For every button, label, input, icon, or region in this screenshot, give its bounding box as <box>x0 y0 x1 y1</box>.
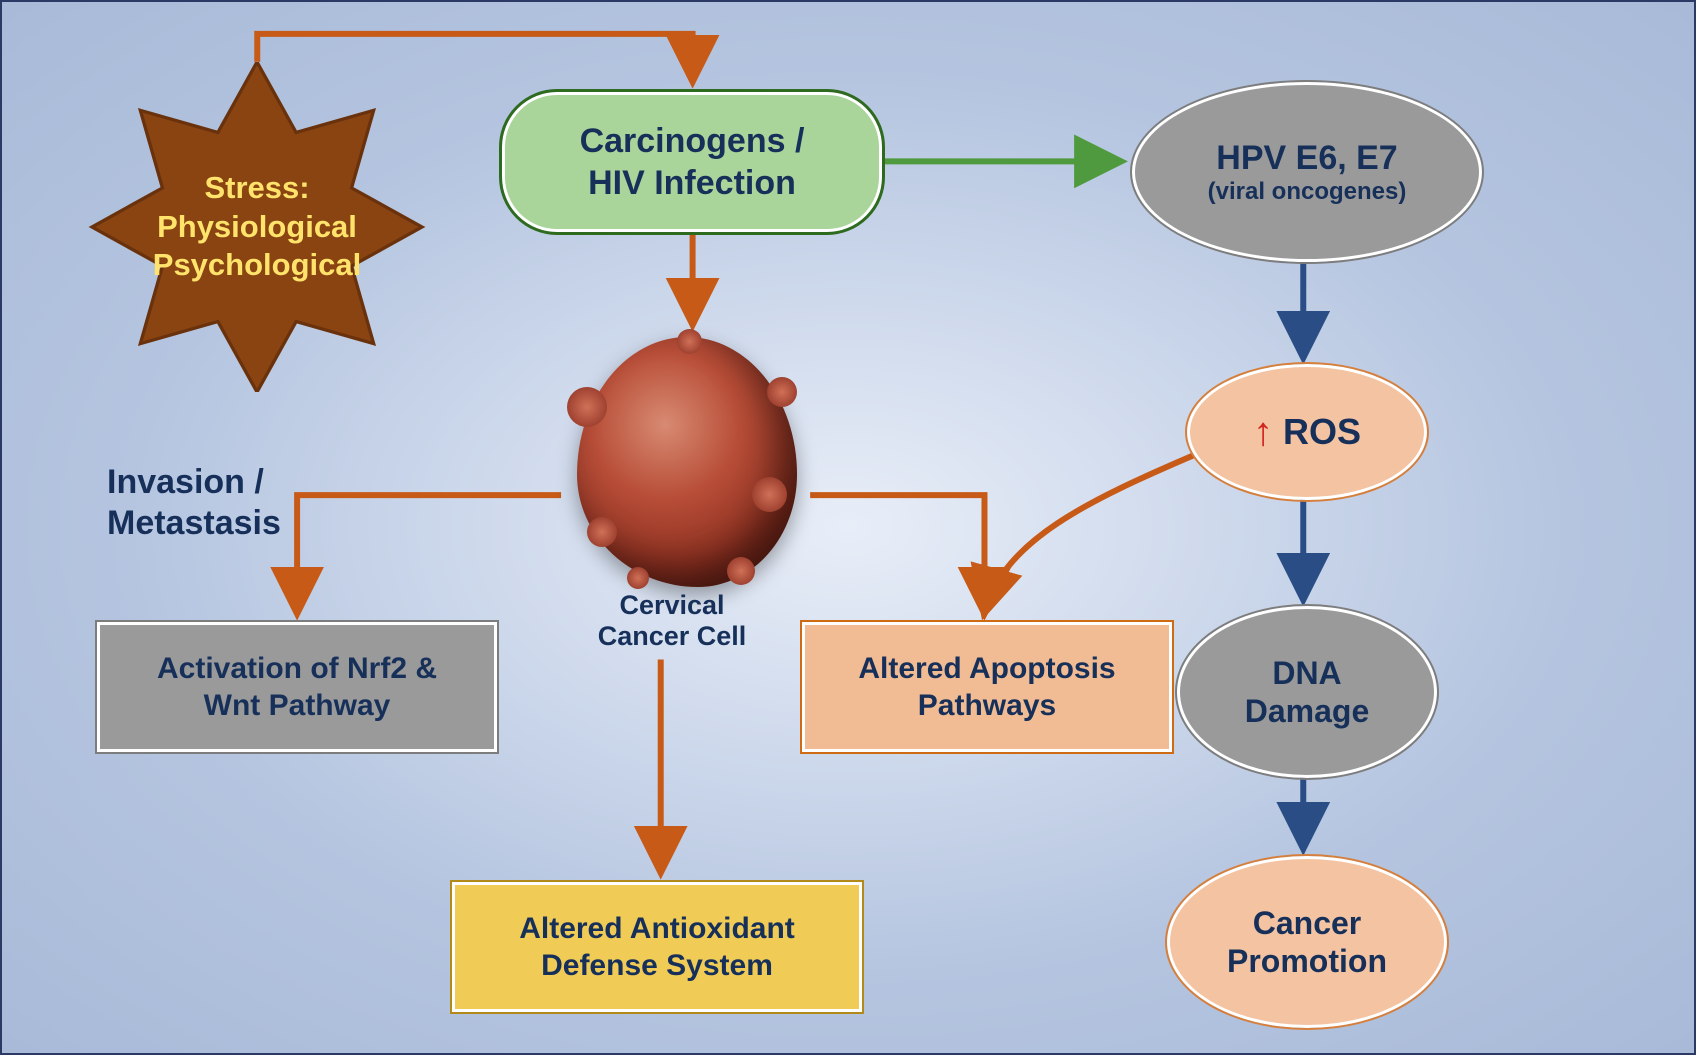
cell-label-l1: Cervical <box>562 590 782 621</box>
edge-cell-to-apop <box>810 495 984 612</box>
stress-line3: Psychological <box>153 246 361 285</box>
cervical-cancer-cell-icon <box>577 337 797 587</box>
node-stress: Stress: Physiological Psychological <box>72 62 442 392</box>
hpv-title: HPV E6, E7 <box>1216 139 1397 178</box>
antiox-l2: Defense System <box>541 947 773 985</box>
hpv-sub: (viral oncogenes) <box>1208 178 1407 206</box>
dna-line2: Damage <box>1245 692 1370 730</box>
up-arrow-icon: ↑ <box>1253 410 1273 455</box>
node-carcinogens: Carcinogens / HIV Infection <box>502 92 882 232</box>
diagram-canvas: Stress: Physiological Psychological Carc… <box>0 0 1696 1055</box>
cancer-line2: Promotion <box>1227 942 1387 980</box>
apoptosis-l1: Altered Apoptosis <box>858 650 1115 688</box>
cell-label: Cervical Cancer Cell <box>562 590 782 652</box>
dna-line1: DNA <box>1272 654 1341 692</box>
apoptosis-l2: Pathways <box>918 687 1056 725</box>
nrf2-l1: Activation of Nrf2 & <box>157 650 437 688</box>
node-antioxidant: Altered Antioxidant Defense System <box>452 882 862 1012</box>
node-ros: ↑ ROS <box>1187 364 1427 500</box>
node-nrf2: Activation of Nrf2 & Wnt Pathway <box>97 622 497 752</box>
stress-line1: Stress: <box>153 169 361 208</box>
node-cancer-promotion: Cancer Promotion <box>1167 856 1447 1028</box>
carcinogens-line2: HIV Infection <box>588 162 796 205</box>
antiox-l1: Altered Antioxidant <box>519 910 795 948</box>
edge-ros-to-apop <box>984 455 1193 611</box>
invasion-l2: Metastasis <box>107 503 281 544</box>
cancer-line1: Cancer <box>1253 904 1362 942</box>
edge-cell-to-nrf2 <box>297 495 561 612</box>
carcinogens-line1: Carcinogens / <box>580 120 805 163</box>
node-dna-damage: DNA Damage <box>1177 606 1437 778</box>
nrf2-l2: Wnt Pathway <box>204 687 391 725</box>
stress-line2: Physiological <box>153 208 361 247</box>
cell-label-l2: Cancer Cell <box>562 621 782 652</box>
ros-text: ROS <box>1283 411 1361 453</box>
node-apoptosis: Altered Apoptosis Pathways <box>802 622 1172 752</box>
node-hpv: HPV E6, E7 (viral oncogenes) <box>1132 82 1482 262</box>
invasion-l1: Invasion / <box>107 462 281 503</box>
invasion-label: Invasion / Metastasis <box>107 462 281 544</box>
